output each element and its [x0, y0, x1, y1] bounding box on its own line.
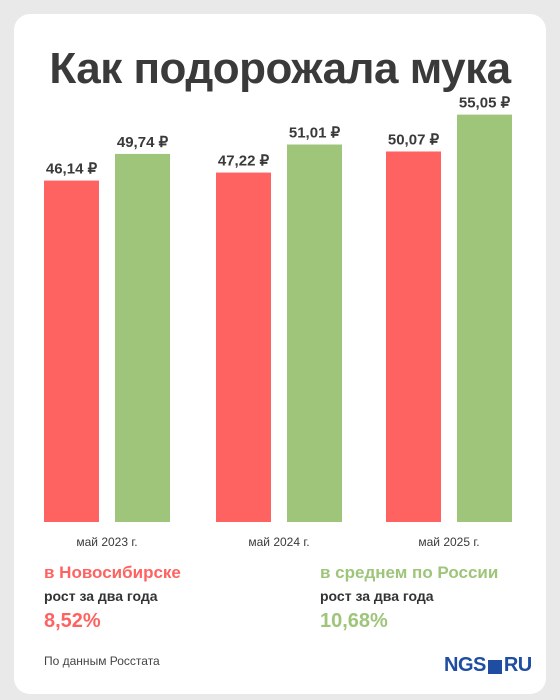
- bar-value-label-novosibirsk-2: 47,22 ₽: [218, 153, 270, 170]
- bar-novosibirsk-2: [216, 172, 271, 522]
- bar-value-label-russia-1: 49,74 ₽: [117, 134, 169, 151]
- bar-value-label-novosibirsk-1: 46,14 ₽: [46, 161, 98, 178]
- legend-russia-name: в среднем по России: [320, 563, 499, 582]
- legend-russia: в среднем по России рост за два года 10,…: [320, 563, 498, 633]
- legend-novosibirsk-name: в Новосибирске: [44, 563, 181, 582]
- legend-russia-subtitle: рост за два года: [320, 588, 434, 604]
- category-label-1: май 2023 г.: [76, 535, 137, 549]
- legend-novosibirsk-growth: 8,52%: [44, 610, 101, 632]
- source-note: По данным Росстата: [44, 654, 160, 668]
- category-label-3: май 2025 г.: [418, 535, 479, 549]
- legend-novosibirsk-subtitle: рост за два года: [44, 588, 158, 604]
- category-label-2: май 2024 г.: [248, 535, 309, 549]
- logo-right-text: RU: [503, 654, 532, 676]
- bar-value-label-russia-3: 55,05 ₽: [459, 95, 511, 112]
- logo-square-icon: [487, 659, 502, 674]
- bar-russia-1: [115, 153, 170, 522]
- bar-russia-3: [457, 114, 512, 522]
- chart-title: Как подорожала мука: [49, 44, 511, 93]
- bar-novosibirsk-3: [386, 151, 441, 522]
- bar-novosibirsk-1: [44, 180, 99, 522]
- legend-russia-growth: 10,68%: [320, 610, 388, 632]
- bar-russia-2: [287, 144, 342, 522]
- bar-value-label-russia-2: 51,01 ₽: [289, 125, 341, 142]
- bar-chart: 46,14 ₽ 49,74 ₽ май 2023 г. 47,22 ₽ 51,01 ₽ м…: [44, 95, 512, 549]
- ngs-logo: NGS RU: [444, 654, 532, 677]
- bar-value-label-novosibirsk-3: 50,07 ₽: [388, 131, 440, 148]
- legend-novosibirsk: в Новосибирске рост за два года 8,52%: [44, 563, 181, 633]
- logo-left-text: NGS: [444, 654, 486, 676]
